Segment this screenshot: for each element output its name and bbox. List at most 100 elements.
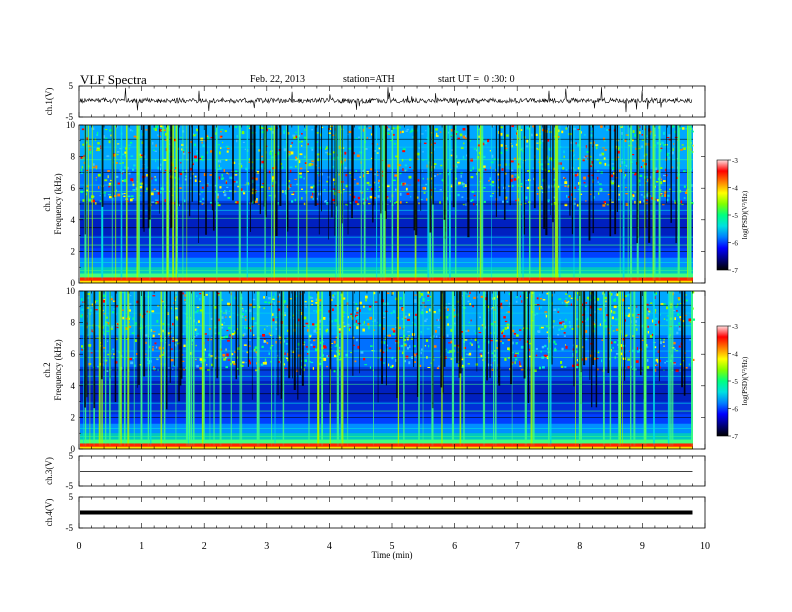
ch2-spectrogram-speckle	[226, 353, 229, 357]
ch1-spectrogram-speckle	[368, 137, 371, 140]
ch2-spectrogram-speckle	[122, 316, 125, 320]
ch2-spectrogram-speckle	[666, 319, 668, 322]
ch2-spectrogram-speckle	[565, 318, 567, 322]
ch2-spectrogram-sferic	[403, 291, 405, 446]
ch1-spectrogram-speckle	[99, 195, 101, 197]
ch1-spectrogram-speckle	[289, 166, 293, 168]
ch2-spectrogram-speckle	[541, 345, 545, 349]
ch1-spectrogram-speckle	[662, 203, 665, 206]
ch1-spectrogram-speckle	[416, 196, 419, 199]
ch1-spectrogram-speckle	[595, 144, 599, 146]
ch2-spectrogram-speckle	[553, 348, 557, 352]
ch1-spectrogram-speckle	[493, 158, 496, 161]
ch2-spectrogram-speckle	[272, 318, 275, 322]
ch1-spectrogram-speckle	[583, 182, 586, 184]
ch1-spectrogram-speckle	[336, 156, 340, 159]
ch1-spectrogram-speckle	[436, 132, 438, 136]
ch2-spectrogram-speckle	[110, 327, 114, 330]
ch1-spectrogram-speckle	[491, 184, 494, 187]
ch1-spectrogram-speckle	[157, 192, 161, 195]
ch2-spectrogram-speckle	[264, 328, 266, 331]
ch2-spectrogram-speckle	[626, 293, 630, 297]
ch1-spectrogram-ytick-label: 8	[71, 152, 76, 162]
ch1-spectrogram-speckle	[504, 147, 508, 150]
ch2-spectrogram-speckle	[121, 338, 124, 340]
ch3-waveform-ytick-label: 5	[69, 451, 74, 461]
ch2-spectrogram-speckle	[104, 321, 108, 324]
ch1-spectrogram-speckle	[681, 203, 684, 206]
ch1-spectrogram-speckle	[613, 171, 616, 175]
ch1-spectrogram-speckle	[132, 189, 136, 191]
ch2-spectrogram-sferic	[602, 291, 605, 446]
ch2-spectrogram-sferic	[618, 291, 621, 446]
ch1-spectrogram-speckle	[567, 186, 569, 188]
ch2-spectrogram-speckle	[613, 341, 617, 344]
ch1-spectrogram-sferic	[429, 125, 432, 233]
ch1-spectrogram-sferic	[396, 125, 399, 280]
ch2-spectrogram-speckle	[490, 339, 493, 342]
ch1-spectrogram-speckle	[682, 147, 684, 150]
ch1-spectrogram-speckle	[217, 196, 219, 199]
ch1-spectrogram-speckle	[389, 200, 391, 202]
ch2-spectrogram-speckle	[648, 310, 651, 313]
ch2-spectrogram-speckle	[508, 305, 511, 308]
ch1-spectrogram-speckle	[139, 182, 141, 186]
ch1-spectrogram-speckle	[490, 166, 492, 169]
ch1-spectrogram-speckle	[386, 184, 390, 188]
ch2-spectrogram-speckle	[154, 342, 157, 345]
ch1-spectrogram-speckle	[95, 176, 98, 179]
ch2-spectrogram-speckle	[570, 303, 573, 306]
ch1-spectrogram-speckle	[674, 199, 676, 203]
ch1-spectrogram-speckle	[290, 169, 292, 173]
ch2-spectrogram-colorbar-label: log(PSD)(V²/Hz)	[741, 356, 749, 405]
ch1-spectrogram-speckle	[660, 167, 663, 169]
ch2-spectrogram-speckle	[353, 344, 355, 346]
ch1-spectrogram-speckle	[393, 143, 396, 145]
ch1-spectrogram-speckle	[491, 154, 494, 158]
ch2-spectrogram-speckle	[241, 313, 245, 316]
xtick-label: 9	[640, 541, 645, 552]
ch1-spectrogram-sferic	[619, 125, 621, 280]
ch2-spectrogram-speckle	[232, 361, 235, 364]
ch2-spectrogram-speckle	[558, 328, 560, 331]
ch1-spectrogram-speckle	[547, 163, 550, 166]
ch1-spectrogram-speckle	[604, 140, 606, 142]
ch2-spectrogram-speckle	[400, 344, 404, 348]
ch1-spectrogram-speckle	[246, 125, 250, 127]
ch1-spectrogram-speckle	[372, 173, 376, 176]
ch2-spectrogram-sferic	[416, 291, 419, 397]
ch1-spectrogram-speckle	[362, 169, 365, 173]
ch2-spectrogram-speckle	[236, 328, 239, 330]
ch2-spectrogram-speckle	[369, 366, 372, 369]
ch2-spectrogram-speckle	[470, 338, 473, 340]
ch2-spectrogram-speckle	[445, 316, 448, 318]
ch1-spectrogram-speckle	[378, 179, 380, 183]
ch2-spectrogram-speckle	[685, 294, 687, 296]
ch2-spectrogram-speckle	[564, 300, 567, 303]
ch1-spectrogram-speckle	[349, 171, 351, 174]
ch2-spectrogram-speckle	[225, 366, 229, 369]
ch1-spectrogram-sferic	[186, 125, 188, 280]
ch1-spectrogram-speckle	[86, 137, 89, 141]
ch1-spectrogram-speckle	[217, 203, 221, 207]
ch2-spectrogram-sferic	[288, 291, 291, 379]
ch1-spectrogram-speckle	[641, 139, 644, 141]
ch1-spectrogram-speckle	[382, 174, 385, 177]
ch1-spectrogram-band	[80, 273, 693, 278]
ch1-spectrogram-speckle	[339, 152, 343, 155]
ch2-spectrogram-speckle	[263, 307, 265, 310]
ch2-spectrogram-sferic	[140, 291, 143, 446]
ch2-spectrogram-speckle	[425, 311, 428, 314]
ch2-spectrogram-speckle	[635, 320, 638, 323]
ch1-spectrogram-speckle	[602, 147, 605, 149]
ch2-spectrogram-sferic	[493, 291, 495, 446]
ch2-spectrogram-speckle	[586, 319, 588, 321]
ch2-spectrogram-sferic	[527, 291, 530, 404]
ch1-spectrogram-speckle	[425, 130, 427, 132]
ch2-spectrogram-speckle	[268, 352, 270, 356]
ch2-spectrogram-speckle	[517, 352, 519, 355]
ch2-spectrogram-sferic	[578, 291, 581, 446]
ch1-spectrogram-sferic	[380, 125, 382, 214]
ch2-spectrogram-speckle	[647, 313, 650, 316]
ch2-spectrogram-speckle	[338, 359, 342, 361]
